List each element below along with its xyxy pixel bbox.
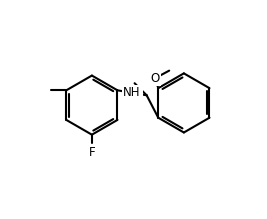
Text: F: F bbox=[89, 146, 95, 159]
Text: NH: NH bbox=[123, 86, 141, 99]
Text: O: O bbox=[150, 72, 160, 85]
